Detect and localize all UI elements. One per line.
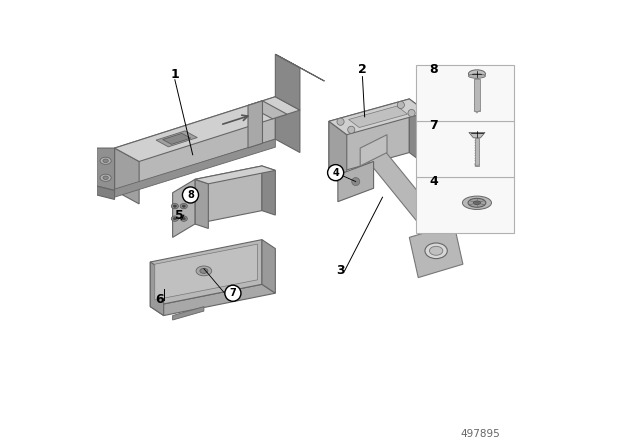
Circle shape bbox=[408, 109, 415, 116]
Ellipse shape bbox=[182, 218, 186, 220]
Circle shape bbox=[352, 177, 360, 185]
Circle shape bbox=[337, 118, 344, 125]
Polygon shape bbox=[329, 99, 427, 135]
Polygon shape bbox=[262, 166, 275, 215]
Ellipse shape bbox=[180, 216, 188, 221]
Ellipse shape bbox=[429, 246, 443, 255]
Ellipse shape bbox=[468, 198, 486, 207]
Ellipse shape bbox=[468, 74, 485, 78]
Polygon shape bbox=[248, 101, 287, 119]
Ellipse shape bbox=[468, 70, 485, 78]
Polygon shape bbox=[410, 224, 463, 278]
Polygon shape bbox=[173, 179, 195, 237]
Circle shape bbox=[225, 285, 241, 301]
Circle shape bbox=[397, 101, 404, 108]
Polygon shape bbox=[469, 133, 485, 138]
Polygon shape bbox=[156, 131, 197, 147]
Circle shape bbox=[182, 187, 198, 203]
Polygon shape bbox=[115, 97, 275, 190]
Ellipse shape bbox=[180, 203, 188, 209]
Ellipse shape bbox=[173, 218, 177, 220]
Polygon shape bbox=[195, 179, 209, 228]
Text: 5: 5 bbox=[175, 209, 184, 222]
Bar bbox=[416, 177, 515, 233]
Text: 4: 4 bbox=[332, 168, 339, 178]
Polygon shape bbox=[365, 148, 440, 228]
Polygon shape bbox=[115, 97, 300, 161]
Bar bbox=[416, 65, 515, 121]
Text: 6: 6 bbox=[155, 293, 164, 306]
Text: 497895: 497895 bbox=[461, 429, 500, 439]
Polygon shape bbox=[110, 139, 275, 198]
Ellipse shape bbox=[172, 216, 179, 221]
Text: 3: 3 bbox=[336, 264, 344, 277]
Polygon shape bbox=[329, 121, 347, 188]
Ellipse shape bbox=[100, 174, 111, 181]
Ellipse shape bbox=[103, 176, 108, 180]
Ellipse shape bbox=[182, 205, 186, 207]
Polygon shape bbox=[410, 99, 427, 166]
Polygon shape bbox=[173, 306, 204, 320]
Polygon shape bbox=[97, 186, 115, 199]
Polygon shape bbox=[360, 135, 387, 166]
Ellipse shape bbox=[200, 268, 208, 273]
Text: 7: 7 bbox=[230, 288, 236, 298]
Polygon shape bbox=[150, 284, 275, 315]
Bar bbox=[475, 138, 479, 166]
Polygon shape bbox=[150, 240, 262, 306]
Text: 7: 7 bbox=[429, 119, 438, 132]
Polygon shape bbox=[163, 134, 191, 144]
Polygon shape bbox=[150, 262, 164, 315]
Ellipse shape bbox=[463, 196, 492, 210]
Ellipse shape bbox=[196, 266, 212, 276]
Polygon shape bbox=[248, 101, 262, 148]
Ellipse shape bbox=[103, 159, 108, 163]
Polygon shape bbox=[349, 106, 408, 128]
Text: 8: 8 bbox=[429, 64, 438, 77]
Ellipse shape bbox=[425, 243, 447, 258]
Polygon shape bbox=[329, 99, 410, 175]
Polygon shape bbox=[97, 148, 115, 190]
Text: 8: 8 bbox=[187, 190, 194, 200]
Polygon shape bbox=[262, 240, 275, 293]
Ellipse shape bbox=[173, 205, 177, 207]
Polygon shape bbox=[275, 54, 324, 81]
Circle shape bbox=[328, 164, 344, 181]
Ellipse shape bbox=[100, 157, 111, 164]
Polygon shape bbox=[275, 54, 300, 110]
Polygon shape bbox=[195, 166, 262, 224]
Text: 4: 4 bbox=[429, 175, 438, 188]
Ellipse shape bbox=[172, 203, 179, 209]
Text: 1: 1 bbox=[170, 68, 179, 81]
Circle shape bbox=[348, 126, 355, 134]
Ellipse shape bbox=[474, 201, 481, 205]
Bar bbox=[416, 121, 515, 177]
Polygon shape bbox=[195, 166, 275, 184]
Polygon shape bbox=[338, 161, 374, 202]
Bar bbox=[474, 79, 479, 111]
Polygon shape bbox=[115, 148, 139, 204]
Text: 2: 2 bbox=[358, 64, 367, 77]
Polygon shape bbox=[275, 97, 300, 152]
Polygon shape bbox=[155, 244, 257, 300]
